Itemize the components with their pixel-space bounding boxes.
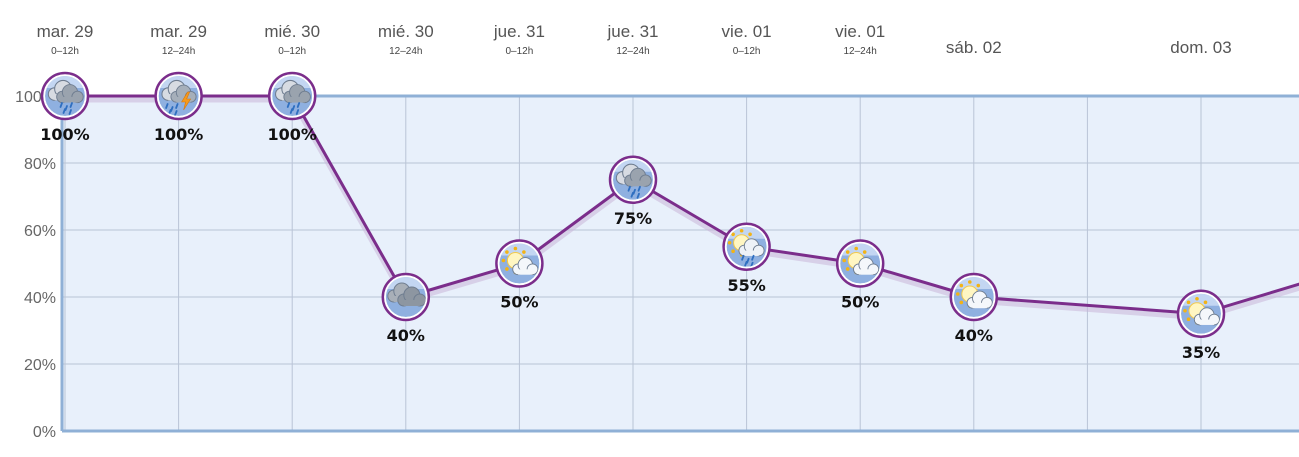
data-label: 75% <box>614 209 652 228</box>
data-label: 55% <box>727 276 765 295</box>
x-tick-label: mar. 29 <box>150 22 207 41</box>
x-tick-label: mié. 30 <box>264 22 320 41</box>
data-label: 40% <box>955 326 993 345</box>
x-tick-label: jue. 31 <box>606 22 658 41</box>
x-tick-label: jue. 31 <box>493 22 545 41</box>
thunderstorm-icon <box>154 71 203 121</box>
y-tick-label: 20% <box>24 357 56 374</box>
y-tick-label: 80% <box>24 156 56 173</box>
partly-cloudy-icon <box>495 239 544 288</box>
x-tick-sublabel: 0–12h <box>278 46 306 57</box>
y-tick-label: 0% <box>33 424 56 441</box>
x-tick-label: vie. 01 <box>835 22 885 41</box>
x-tick-sublabel: 12–24h <box>162 46 195 57</box>
partly-cloudy-icon <box>949 272 999 322</box>
plot-area <box>62 96 1299 431</box>
x-tick-label: sáb. 02 <box>946 38 1002 57</box>
x-tick-sublabel: 12–24h <box>389 46 422 57</box>
x-axis-ticks: mar. 29 0–12h mar. 29 12–24h mié. 30 0–12h mié… <box>37 22 1232 57</box>
cloudy-icon <box>381 272 431 322</box>
rain-icon <box>608 155 658 204</box>
y-tick-label: 40% <box>24 290 56 307</box>
partly-cloudy-icon <box>1176 289 1226 338</box>
data-label: 100% <box>154 125 203 144</box>
x-tick-sublabel: 0–12h <box>505 46 533 57</box>
x-tick-sublabel: 12–24h <box>844 46 877 57</box>
data-label: 35% <box>1182 343 1220 362</box>
y-tick-label: 60% <box>24 223 56 240</box>
x-tick-sublabel: 0–12h <box>51 46 79 57</box>
x-tick-label: dom. 03 <box>1170 38 1231 57</box>
data-labels: 100% 100% 100% 40% 50% 75% 55% 50% 40% 35% <box>40 125 1220 362</box>
partly-cloudy-rain-icon <box>722 222 771 271</box>
data-points <box>40 71 1226 338</box>
data-label: 50% <box>841 293 879 312</box>
rain-icon <box>267 71 317 121</box>
x-tick-sublabel: 12–24h <box>616 46 649 57</box>
x-tick-label: vie. 01 <box>722 22 772 41</box>
partly-cloudy-icon <box>835 239 885 288</box>
data-label: 40% <box>387 326 425 345</box>
x-tick-label: mié. 30 <box>378 22 434 41</box>
x-tick-label: mar. 29 <box>37 22 94 41</box>
data-label: 100% <box>40 125 89 144</box>
rain-icon <box>40 71 90 121</box>
x-tick-sublabel: 0–12h <box>733 46 761 57</box>
data-label: 50% <box>500 293 538 312</box>
data-label: 100% <box>267 125 316 144</box>
